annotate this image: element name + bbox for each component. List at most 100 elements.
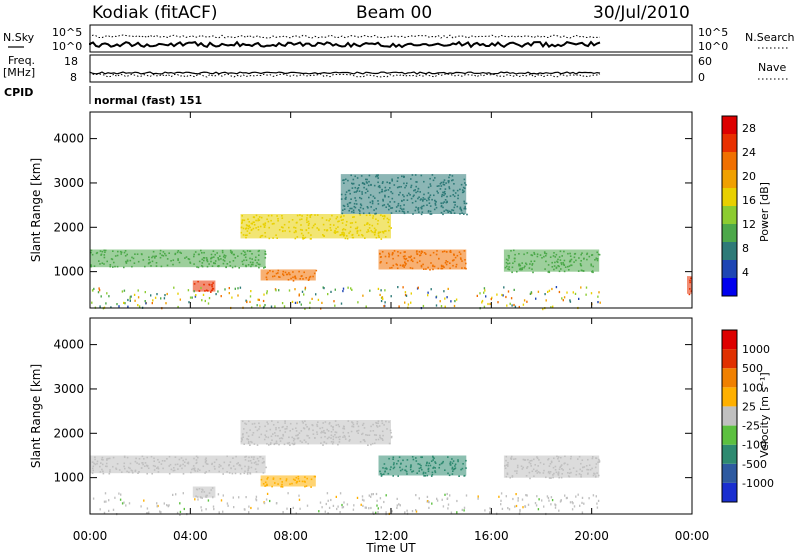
velocity-cell — [564, 494, 566, 497]
power-cell — [262, 299, 265, 303]
power-cell — [232, 260, 235, 262]
velocity-cell — [461, 467, 464, 470]
power-cell — [204, 290, 206, 292]
power-cell — [579, 264, 582, 266]
velocity-cell — [504, 465, 506, 467]
power-cell — [568, 265, 571, 267]
velocity-cell — [550, 460, 553, 463]
power-cell — [436, 185, 439, 187]
velocity-cell — [432, 455, 434, 458]
velocity-cell — [254, 468, 257, 470]
power-cell — [379, 231, 382, 233]
velocity-cell — [505, 475, 508, 478]
velocity-cell — [536, 495, 538, 498]
power-cell — [248, 221, 250, 223]
power-cell — [388, 208, 390, 211]
power-cell — [508, 268, 511, 271]
power-cell — [257, 250, 260, 253]
velocity-cell — [370, 495, 372, 498]
power-cell — [343, 232, 345, 234]
velocity-cell — [505, 455, 508, 458]
velocity-cell — [289, 422, 292, 425]
velocity-cell — [377, 422, 379, 424]
power-cell — [399, 264, 402, 267]
velocity-cell — [409, 466, 412, 469]
velocity-cell — [566, 463, 569, 466]
power-cell — [261, 234, 264, 237]
velocity-cell — [243, 472, 246, 475]
velocity-cell — [248, 456, 250, 459]
power-cell — [242, 234, 245, 236]
power-cell — [284, 230, 286, 232]
power-cell — [368, 174, 371, 177]
velocity-colorbar-tick: 500 — [742, 362, 763, 375]
power-cell — [460, 209, 463, 212]
velocity-cell — [517, 499, 519, 502]
power-cell — [145, 302, 147, 305]
power-cell — [293, 231, 296, 234]
velocity-cell — [457, 459, 459, 461]
velocity-cell — [527, 503, 530, 506]
power-cell — [201, 252, 203, 254]
velocity-cell — [405, 470, 408, 473]
velocity-cell — [306, 504, 309, 507]
power-cell — [116, 303, 118, 306]
velocity-cell — [234, 468, 237, 470]
power-cell — [349, 207, 351, 210]
velocity-cell — [596, 506, 599, 509]
power-cell — [177, 292, 179, 295]
power-cell — [221, 251, 224, 254]
velocity-cell — [297, 478, 300, 480]
power-cell — [250, 263, 253, 266]
velocity-cell — [205, 496, 208, 498]
power-cell — [507, 268, 509, 270]
velocity-cell — [258, 436, 261, 439]
power-cell — [214, 253, 216, 256]
velocity-cell — [500, 503, 502, 506]
power-cell — [276, 215, 278, 217]
velocity-cell — [520, 465, 523, 467]
freq-label: Freq. — [8, 54, 35, 67]
power-cell — [212, 250, 215, 252]
power-cell — [595, 258, 598, 260]
power-cell — [258, 254, 260, 256]
velocity-cell — [384, 467, 387, 470]
power-cell — [536, 255, 539, 258]
power-cell — [173, 286, 175, 289]
power-cell — [220, 295, 222, 298]
velocity-cell — [203, 491, 206, 493]
velocity-cell — [350, 430, 353, 433]
velocity-cell — [212, 496, 214, 499]
power-cell — [161, 254, 163, 257]
power-cell — [334, 230, 336, 232]
power-cell — [232, 253, 235, 256]
power-cell — [558, 265, 560, 268]
velocity-cell — [248, 441, 250, 443]
velocity-cell — [406, 473, 408, 475]
velocity-cell — [104, 492, 107, 495]
power-cell — [419, 254, 422, 256]
power-cell — [434, 199, 436, 202]
power-cell — [390, 207, 392, 209]
power-cell — [335, 231, 337, 233]
power-colorbar-swatch — [722, 260, 737, 278]
velocity-cell — [297, 475, 300, 478]
velocity-cell — [297, 434, 299, 436]
power-cell — [440, 267, 443, 270]
velocity-cell — [401, 468, 404, 471]
velocity-cell — [555, 504, 557, 507]
power-cell — [555, 253, 558, 256]
power-cell — [502, 294, 504, 297]
power-cell — [340, 219, 343, 221]
power-cell — [327, 293, 329, 296]
power-cell — [357, 187, 360, 189]
velocity-cell — [595, 457, 597, 459]
velocity-cell — [261, 462, 264, 464]
velocity-cell — [282, 433, 284, 436]
power-cell — [420, 252, 422, 255]
velocity-cell — [130, 469, 133, 472]
velocity-colorbar-swatch — [722, 387, 737, 407]
velocity-cell — [197, 498, 199, 501]
velocity-cell — [388, 421, 390, 423]
power-cell — [378, 231, 381, 234]
